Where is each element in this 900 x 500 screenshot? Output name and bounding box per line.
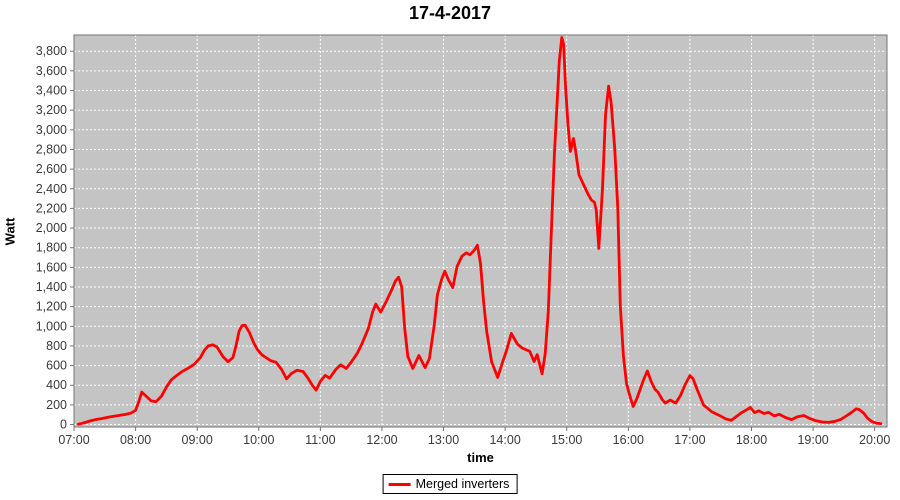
y-tick-label: 2,000 [36,221,67,235]
chart-title: 17-4-2017 [408,3,492,23]
y-tick-label: 800 [46,339,67,353]
x-tick-label: 17:00 [674,433,705,447]
legend-series-label: Merged inverters [415,477,510,491]
legend: Merged inverters [382,474,518,494]
x-tick-label: 08:00 [120,433,151,447]
x-tick-label: 13:00 [428,433,459,447]
x-tick-label: 09:00 [182,433,213,447]
y-tick-label: 1,600 [36,260,67,274]
x-tick-label: 12:00 [366,433,397,447]
x-tick-label: 10:00 [243,433,274,447]
y-tick-label: 2,600 [36,162,67,176]
y-tick-label: 3,200 [36,103,67,117]
y-tick-label: 1,400 [36,280,67,294]
x-tick-label: 19:00 [797,433,828,447]
y-tick-label: 2,400 [36,182,67,196]
x-tick-label: 14:00 [489,433,520,447]
y-tick-label: 2,800 [36,142,67,156]
plot-background [74,35,887,427]
y-tick-label: 3,800 [36,44,67,58]
y-tick-label: 600 [46,359,67,373]
x-axis-title: time [467,450,494,465]
y-tick-label: 1,000 [36,319,67,333]
y-tick-label: 2,200 [36,201,67,215]
y-tick-label: 3,600 [36,64,67,78]
x-tick-label: 11:00 [305,433,335,447]
y-tick-label: 400 [46,378,67,392]
y-tick-label: 200 [46,398,67,412]
x-tick-label: 20:00 [859,433,890,447]
y-tick-label: 3,000 [36,123,67,137]
y-axis-title: Watt [2,217,18,246]
y-tick-label: 3,400 [36,84,67,98]
plot-frame [73,34,888,428]
y-tick-label: 0 [60,418,67,432]
x-tick-label: 18:00 [736,433,767,447]
x-tick-label: 16:00 [613,433,644,447]
y-tick-label: 1,800 [36,241,67,255]
series-line [76,36,883,426]
x-tick-label: 07:00 [58,433,89,447]
y-tick-label: 1,200 [36,300,67,314]
x-tick-label: 15:00 [551,433,582,447]
legend-series-line-icon [388,482,411,486]
